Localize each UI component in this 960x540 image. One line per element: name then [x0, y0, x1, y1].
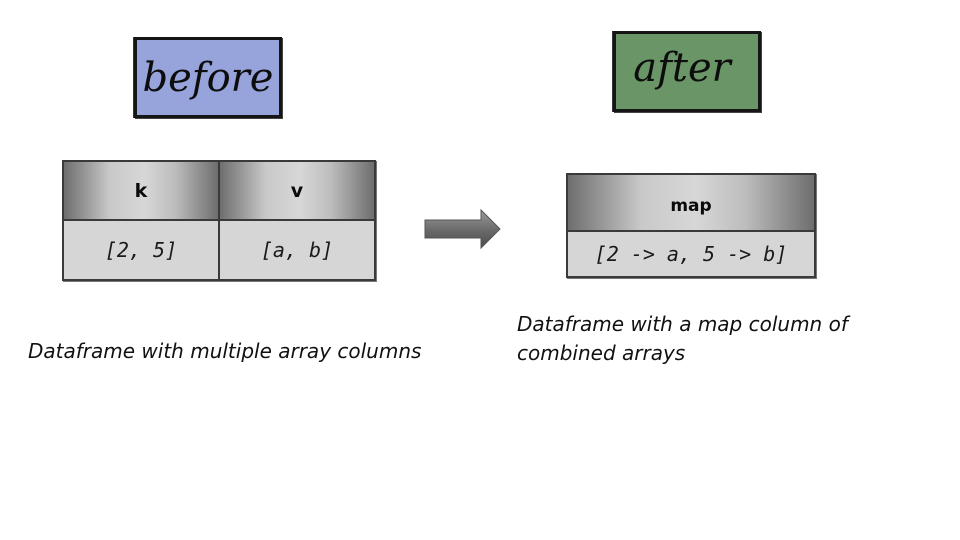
column-header-v: v	[218, 160, 376, 221]
after-label-text: after	[633, 44, 731, 91]
table-row: [2 -> a, 5 -> b]	[566, 230, 816, 278]
cell-v: [a, b]	[218, 219, 376, 281]
cell-k: [2, 5]	[62, 219, 220, 281]
before-label: before	[134, 37, 282, 118]
table-header-row: map	[566, 173, 816, 232]
cell-map: [2 -> a, 5 -> b]	[566, 230, 816, 278]
right-arrow-icon	[424, 208, 501, 250]
before-caption: Dataframe with multiple array columns	[28, 339, 422, 363]
column-header-k: k	[62, 160, 220, 221]
before-dataframe-table: k v [2, 5] [a, b]	[62, 160, 376, 281]
column-header-map: map	[566, 173, 816, 232]
after-dataframe-table: map [2 -> a, 5 -> b]	[566, 173, 816, 278]
before-label-text: before	[142, 54, 274, 101]
after-label: after	[613, 31, 761, 112]
after-caption: Dataframe with a map column of combined …	[517, 312, 848, 365]
table-row: [2, 5] [a, b]	[62, 219, 376, 281]
table-header-row: k v	[62, 160, 376, 221]
